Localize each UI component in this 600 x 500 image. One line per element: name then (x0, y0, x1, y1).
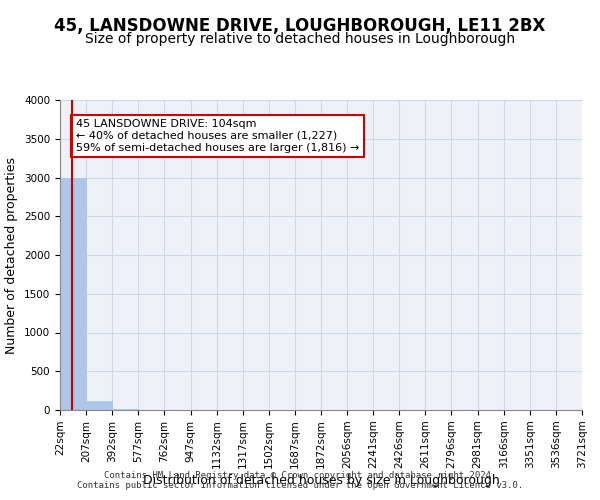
Bar (86, 400, 112, 410)
Text: 45 LANSDOWNE DRIVE: 104sqm
← 40% of detached houses are smaller (1,227)
59% of s: 45 LANSDOWNE DRIVE: 104sqm ← 40% of deta… (76, 120, 359, 152)
Bar (60, 178, 86, 410)
Bar (112, 409, 139, 410)
Text: 45, LANSDOWNE DRIVE, LOUGHBOROUGH, LE11 2BX: 45, LANSDOWNE DRIVE, LOUGHBOROUGH, LE11 … (55, 18, 545, 36)
Y-axis label: Number of detached properties: Number of detached properties (5, 156, 19, 354)
Text: Size of property relative to detached houses in Loughborough: Size of property relative to detached ho… (85, 32, 515, 46)
X-axis label: Distribution of detached houses by size in Loughborough: Distribution of detached houses by size … (143, 474, 499, 487)
Text: Contains HM Land Registry data © Crown copyright and database right 2024.
Contai: Contains HM Land Registry data © Crown c… (77, 470, 523, 490)
